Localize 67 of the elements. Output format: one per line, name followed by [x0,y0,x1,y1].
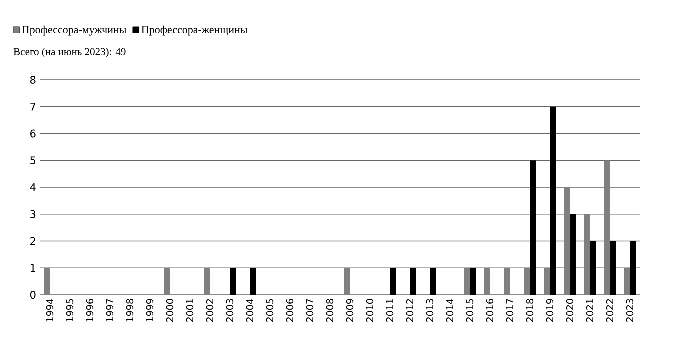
bar [164,268,170,295]
x-tick-label: 2020 [566,299,574,322]
bar [550,106,556,295]
y-tick-label: 3 [30,210,36,218]
bar [570,214,576,295]
x-tick-label: 2005 [266,299,274,322]
bar [430,268,436,295]
x-tick-label: 1997 [106,299,114,322]
bar [410,268,416,295]
x-tick-label: 1994 [46,299,54,322]
bar [470,268,476,295]
x-tick-label: 2000 [166,299,174,322]
x-tick-label: 2007 [306,299,314,322]
x-tick-label: 2022 [606,299,614,322]
x-tick-label: 2001 [186,299,194,322]
x-tick-label: 1995 [66,299,74,322]
bar [624,268,630,295]
x-tick-label: 2002 [206,299,214,322]
bar [390,268,396,295]
x-tick-label: 2013 [426,299,434,322]
bar [524,268,530,295]
bar [630,241,636,295]
x-tick-label: 1998 [126,299,134,322]
y-tick-label: 4 [30,184,36,192]
x-tick-label: 2004 [246,299,254,322]
bar [590,241,596,295]
y-tick-label: 0 [30,291,36,299]
bar [504,268,510,295]
bar [464,268,470,295]
x-tick-label: 2011 [386,299,394,322]
bar [250,268,256,295]
bar [584,214,590,295]
legend-label: Профессора-женщины [142,26,248,36]
y-tick-label: 7 [30,103,36,111]
x-tick-label: 1996 [86,299,94,322]
y-tick-label: 8 [30,76,36,84]
bar [604,160,610,295]
x-tick-label: 1999 [146,299,154,322]
y-tick-label: 1 [30,264,36,272]
bar [610,241,616,295]
x-tick-label: 2012 [406,299,414,322]
x-tick-label: 2016 [486,299,494,322]
x-tick-label: 2010 [366,299,374,322]
bar [230,268,236,295]
y-tick-label: 6 [30,130,36,138]
bar [484,268,490,295]
x-tick-label: 2018 [526,299,534,322]
bar [530,160,536,295]
bar [44,268,50,295]
x-tick-label: 2015 [466,299,474,322]
legend-label: Профессора-мужчины [22,26,126,36]
x-tick-label: 2017 [506,299,514,322]
x-tick-label: 2009 [346,299,354,322]
bar [204,268,210,295]
x-tick-label: 2008 [326,299,334,322]
x-tick-label: 2021 [586,299,594,322]
bar [564,187,570,295]
y-tick-label: 2 [30,237,36,246]
x-tick-label: 2003 [226,299,234,322]
bar [344,268,350,295]
chart-subtitle: Всего (на июнь 2023): 49 [14,48,126,58]
y-tick-label: 5 [30,156,36,165]
x-tick-label: 2006 [286,299,294,322]
x-tick-label: 2023 [626,299,634,322]
x-tick-label: 2014 [446,299,454,322]
bar [544,268,550,295]
x-tick-label: 2019 [546,299,554,322]
